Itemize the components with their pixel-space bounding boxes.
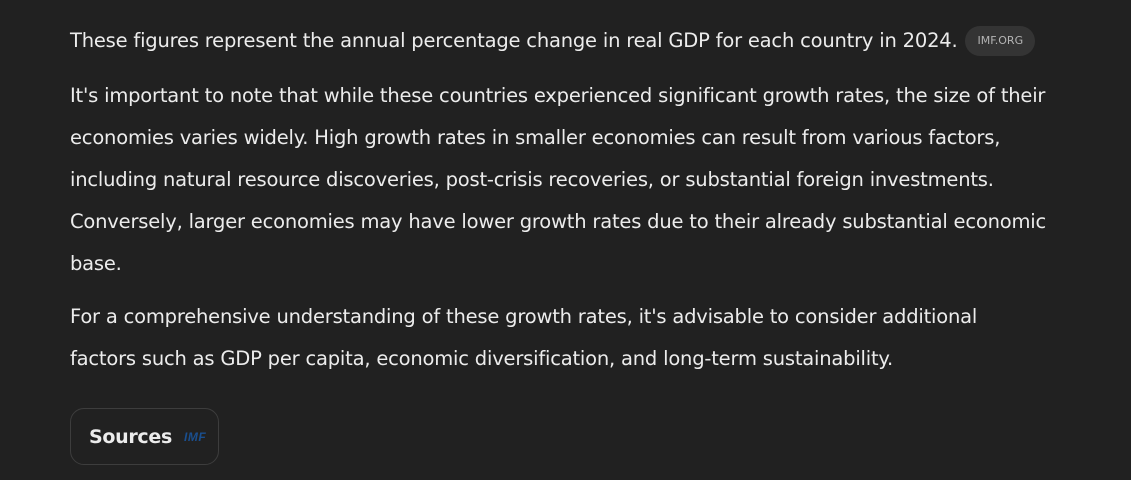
paragraph-comprehensive-understanding: For a comprehensive understanding of the… <box>70 296 977 380</box>
source-chip-imf[interactable]: IMF.ORG <box>965 26 1036 56</box>
text-line: including natural resource discoveries, … <box>70 168 994 191</box>
paragraph-gdp-figures: These figures represent the annual perce… <box>70 20 1036 62</box>
text-line: economies varies widely. High growth rat… <box>70 126 1001 149</box>
paragraph-text: These figures represent the annual perce… <box>70 29 958 52</box>
text-line: base. <box>70 252 122 275</box>
paragraph-growth-note: It's important to note that while these … <box>70 75 1046 285</box>
text-line: Conversely, larger economies may have lo… <box>70 210 1047 233</box>
imf-logo-icon: IMF <box>184 429 207 444</box>
text-line: For a comprehensive understanding of the… <box>70 305 978 328</box>
text-line: factors such as GDP per capita, economic… <box>70 347 893 370</box>
sources-button[interactable]: Sources IMF <box>70 408 219 465</box>
sources-label: Sources <box>89 425 172 448</box>
text-line: It's important to note that while these … <box>70 84 1046 107</box>
